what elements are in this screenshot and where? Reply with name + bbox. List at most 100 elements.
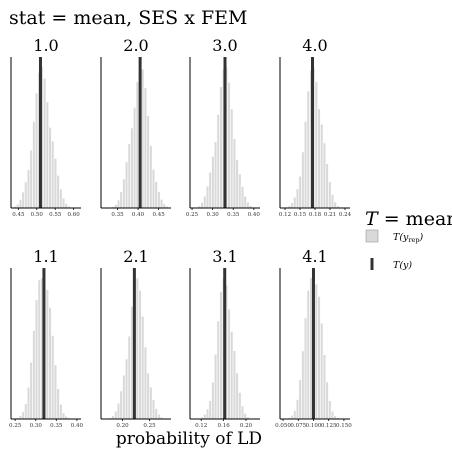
histogram-bar bbox=[34, 299, 39, 420]
legend-label-rep: T(yrep) bbox=[393, 232, 424, 244]
histogram-bar bbox=[48, 127, 52, 209]
histogram-bar bbox=[320, 123, 324, 209]
panel-3.0: 3.0 0.25 0.30 0.35 0.40 bbox=[186, 36, 261, 218]
x-tick-label: 0.60 bbox=[68, 212, 81, 218]
panel-title: 3.1 bbox=[212, 247, 237, 266]
histogram-bar bbox=[240, 405, 245, 420]
histogram-bar bbox=[29, 149, 33, 209]
histogram-bar bbox=[290, 414, 294, 420]
histogram-bar bbox=[53, 158, 58, 209]
histogram-bar bbox=[157, 413, 161, 420]
histogram-bar bbox=[138, 289, 142, 420]
x-tick-label: 0.18 bbox=[309, 212, 322, 218]
x-tick-label: 0.35 bbox=[50, 423, 63, 429]
histogram-bar bbox=[293, 196, 297, 209]
histogram-bar bbox=[61, 412, 66, 420]
histogram-bar bbox=[24, 403, 28, 420]
histogram-bar bbox=[328, 400, 332, 420]
histogram-bar bbox=[127, 143, 131, 209]
histogram-bar bbox=[149, 386, 153, 420]
x-axis-label: probability of LD bbox=[116, 429, 262, 449]
histogram-bar bbox=[141, 68, 145, 209]
histogram-bar bbox=[298, 175, 302, 209]
histogram-bar bbox=[309, 277, 313, 420]
histogram-bar bbox=[330, 194, 335, 209]
histogram-bar bbox=[37, 279, 41, 420]
histogram-bar bbox=[325, 163, 329, 209]
histogram-bar bbox=[306, 90, 310, 209]
histogram-bar bbox=[320, 322, 324, 420]
histogram-bar bbox=[205, 408, 210, 420]
histogram-bar bbox=[290, 202, 294, 209]
x-tick-label: 0.45 bbox=[12, 212, 25, 218]
panel-1.1: 1.1 0.25 0.30 0.35 0.40 bbox=[9, 247, 84, 429]
histogram-bar bbox=[314, 81, 318, 209]
x-tick-label: 0.55 bbox=[49, 212, 62, 218]
x-tick-label: 0.25 bbox=[9, 423, 22, 429]
panel-title: 4.0 bbox=[302, 36, 327, 55]
histogram-bar bbox=[243, 413, 247, 420]
x-tick-label: 0.40 bbox=[132, 212, 145, 218]
histogram-bar bbox=[32, 330, 36, 420]
panel-1.0: 1.0 0.45 0.50 0.55 0.60 bbox=[10, 36, 81, 218]
histogram-bar bbox=[314, 283, 318, 420]
histogram-bar bbox=[295, 399, 300, 420]
panel-title: 1.0 bbox=[33, 36, 58, 55]
histogram-bar bbox=[124, 161, 129, 209]
histogram-bar bbox=[146, 372, 150, 420]
legend-title: T = mean bbox=[365, 208, 452, 230]
histogram-bar bbox=[208, 171, 212, 209]
histogram-bar bbox=[116, 199, 121, 209]
histogram-bar bbox=[216, 114, 220, 209]
panel-2.0: 2.0 0.35 0.40 0.45 bbox=[100, 36, 172, 218]
x-tick-label: 0.35 bbox=[227, 212, 240, 218]
histogram-bar bbox=[303, 317, 308, 420]
x-tick-label: 0.12 bbox=[279, 212, 291, 218]
histogram-bar bbox=[59, 188, 63, 209]
histogram-bar bbox=[143, 87, 148, 209]
histogram-bar bbox=[238, 392, 242, 420]
histogram-bar bbox=[135, 277, 139, 420]
histogram-bar bbox=[64, 203, 68, 209]
histogram-bar bbox=[130, 127, 134, 209]
histogram-bar bbox=[306, 289, 310, 420]
histogram-bar bbox=[208, 400, 212, 420]
histogram-bar bbox=[211, 381, 215, 420]
panel-title: 2.0 bbox=[123, 36, 148, 55]
legend-label-obs: T(y) bbox=[393, 260, 412, 271]
histogram-bar bbox=[203, 195, 207, 209]
panel-4.1: 4.1 0.050 0.075 0.100 0.125 0.150 bbox=[275, 247, 352, 429]
x-tick-label: 0.16 bbox=[217, 423, 230, 429]
x-tick-label: 0.100 bbox=[306, 423, 322, 429]
histogram-bar bbox=[213, 141, 218, 209]
histogram-bar bbox=[157, 191, 161, 209]
histogram-bar bbox=[122, 374, 126, 420]
histogram-bar bbox=[301, 151, 305, 209]
histogram-bar bbox=[322, 142, 327, 209]
histogram-bar bbox=[293, 410, 297, 420]
histogram-bar bbox=[227, 81, 231, 209]
histogram-bar bbox=[56, 388, 60, 420]
histogram-bar bbox=[122, 178, 126, 209]
histogram-bar bbox=[141, 316, 145, 420]
histogram-bar bbox=[32, 121, 36, 209]
panel-2.1: 2.1 0.20 0.25 bbox=[100, 247, 171, 429]
panel-title: 3.0 bbox=[212, 36, 237, 55]
histogram-bar bbox=[135, 81, 139, 209]
x-tick-label: 0.125 bbox=[321, 423, 337, 429]
histogram-bar bbox=[114, 204, 118, 209]
x-tick-label: 0.20 bbox=[240, 423, 253, 429]
histogram-bar bbox=[143, 346, 148, 420]
histogram-bar bbox=[119, 390, 123, 420]
histogram-bar bbox=[26, 387, 31, 420]
histogram-bar bbox=[295, 188, 300, 209]
histogram-bar bbox=[114, 410, 118, 420]
panels: 1.0 0.45 0.50 0.55 0.60 2.0 0.35 0.40 0.45 3.0 0.2… bbox=[9, 36, 352, 429]
histogram-bar bbox=[246, 201, 250, 209]
x-tick-label: 0.15 bbox=[294, 212, 307, 218]
panel-title: 1.1 bbox=[33, 247, 58, 266]
x-tick-label: 0.30 bbox=[30, 423, 43, 429]
histogram-bar bbox=[213, 353, 218, 420]
histogram-bar bbox=[151, 399, 156, 420]
histogram-bar bbox=[149, 145, 153, 209]
